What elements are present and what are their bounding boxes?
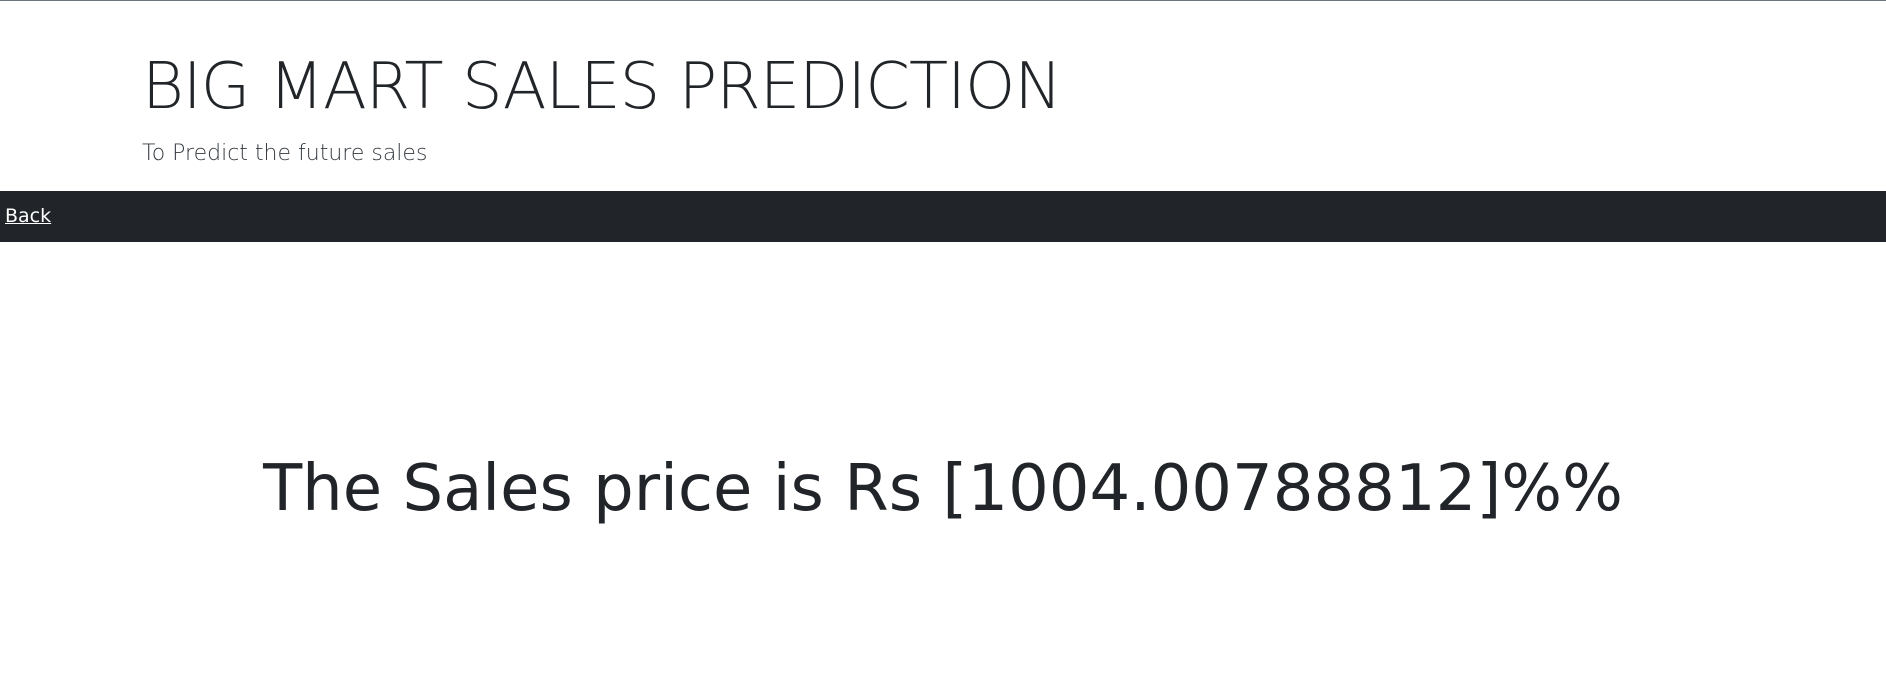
top-navbar: Back <box>0 191 1886 242</box>
back-link[interactable]: Back <box>5 205 52 227</box>
page-header: BIG MART SALES PREDICTION To Predict the… <box>0 1 1886 191</box>
page-subtitle: To Predict the future sales <box>142 141 428 166</box>
sales-price-result: The Sales price is Rs [1004.00788812]%% <box>263 452 1623 526</box>
page-title: BIG MART SALES PREDICTION <box>142 50 1062 124</box>
